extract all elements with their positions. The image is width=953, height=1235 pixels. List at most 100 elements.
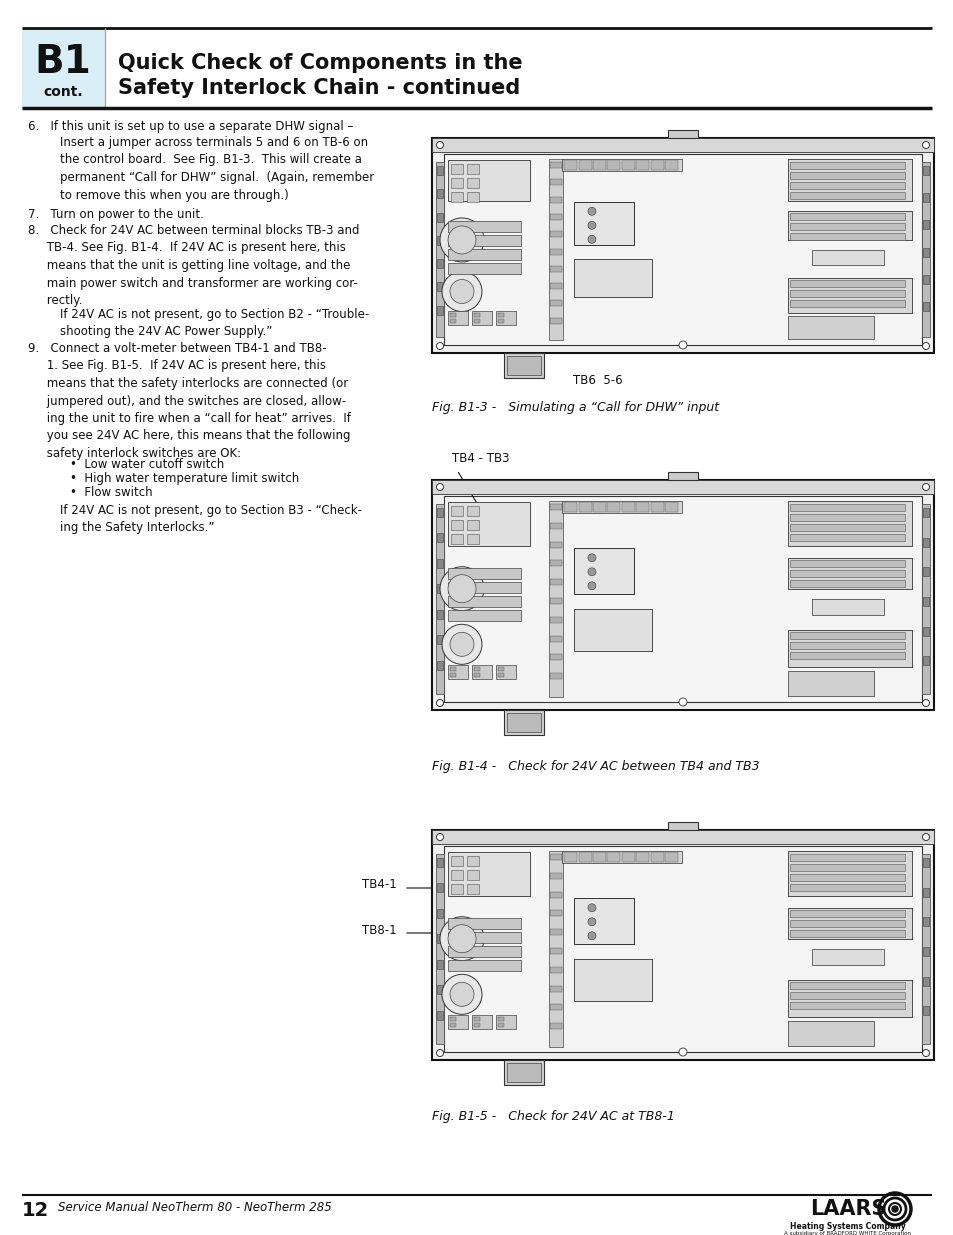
Bar <box>450 673 456 677</box>
Bar <box>451 534 462 543</box>
Bar <box>789 992 904 999</box>
Bar <box>550 598 561 604</box>
Text: Insert a jumper across terminals 5 and 6 on TB-6 on
the control board.  See Fig.: Insert a jumper across terminals 5 and 6… <box>60 136 374 201</box>
Bar <box>789 214 904 220</box>
Text: Fig. B1-3 -   Simulating a “Call for DHW” input: Fig. B1-3 - Simulating a “Call for DHW” … <box>432 401 719 414</box>
Bar <box>474 1023 479 1028</box>
Bar <box>474 1016 479 1021</box>
Bar <box>550 1024 561 1029</box>
Bar <box>436 635 442 645</box>
Bar <box>563 852 577 862</box>
Bar <box>436 853 443 1044</box>
Bar <box>448 248 520 259</box>
Bar <box>436 259 442 268</box>
Text: Fig. B1-5 -   Check for 24V AC at TB8-1: Fig. B1-5 - Check for 24V AC at TB8-1 <box>432 1110 674 1123</box>
Circle shape <box>448 925 476 952</box>
Bar <box>550 504 561 510</box>
Circle shape <box>587 553 596 562</box>
Circle shape <box>587 221 596 230</box>
Bar <box>448 263 520 274</box>
Bar <box>497 667 503 671</box>
Bar <box>550 162 561 168</box>
Bar <box>923 626 928 636</box>
Circle shape <box>922 142 928 148</box>
Bar <box>467 869 478 881</box>
Bar <box>789 191 904 199</box>
Bar <box>667 130 698 138</box>
Bar <box>923 858 928 867</box>
Bar <box>574 259 651 298</box>
Bar <box>923 656 928 666</box>
Bar <box>550 542 561 547</box>
Bar <box>789 504 904 511</box>
Bar <box>451 164 462 174</box>
Bar <box>923 508 928 517</box>
Bar <box>450 1023 456 1028</box>
Bar <box>448 946 520 957</box>
Bar <box>563 161 577 170</box>
Bar <box>451 520 462 530</box>
Bar <box>636 852 649 862</box>
Bar <box>436 559 442 568</box>
Bar <box>497 1016 503 1021</box>
Bar <box>921 162 929 337</box>
Circle shape <box>679 698 686 706</box>
Bar <box>607 161 619 170</box>
Bar <box>787 979 911 1016</box>
Bar <box>789 569 904 577</box>
Bar <box>472 311 492 325</box>
Bar <box>923 274 928 284</box>
Circle shape <box>679 341 686 350</box>
Bar <box>923 977 928 986</box>
Bar <box>443 496 921 701</box>
Bar <box>789 642 904 648</box>
Bar <box>496 664 516 679</box>
Bar <box>789 853 904 861</box>
Bar <box>550 673 561 679</box>
Bar <box>578 852 591 862</box>
Bar <box>472 1015 492 1029</box>
Bar <box>432 830 933 1060</box>
Bar <box>448 597 520 608</box>
Bar <box>650 501 663 513</box>
Bar <box>789 514 904 521</box>
Bar <box>436 1010 442 1020</box>
Bar <box>450 312 456 316</box>
Bar <box>787 316 873 340</box>
Circle shape <box>891 1207 897 1212</box>
Bar <box>467 178 478 188</box>
Bar <box>448 221 520 232</box>
Bar <box>789 162 904 169</box>
Bar <box>506 356 540 375</box>
Bar <box>789 930 904 937</box>
Circle shape <box>450 982 474 1007</box>
Circle shape <box>436 483 443 490</box>
Bar <box>550 283 561 289</box>
Bar <box>811 249 882 264</box>
Bar <box>664 852 678 862</box>
Bar <box>503 1060 543 1086</box>
Bar <box>789 864 904 871</box>
Bar <box>467 164 478 174</box>
Text: Safety Interlock Chain - continued: Safety Interlock Chain - continued <box>118 78 519 98</box>
Bar <box>789 524 904 531</box>
Bar <box>550 655 561 661</box>
Bar <box>789 172 904 179</box>
Bar <box>789 920 904 926</box>
Text: Heating Systems Company: Heating Systems Company <box>789 1221 905 1231</box>
Bar <box>574 547 633 594</box>
Bar <box>549 851 563 1047</box>
Text: If 24V AC is not present, go to Section B2 - “Trouble-
shooting the 24V AC Power: If 24V AC is not present, go to Section … <box>60 308 369 338</box>
Bar <box>550 948 561 953</box>
Bar <box>503 710 543 735</box>
Bar <box>436 661 442 669</box>
Bar <box>550 561 561 567</box>
Bar <box>636 161 649 170</box>
Bar <box>451 506 462 516</box>
Bar <box>472 664 492 679</box>
Bar <box>787 278 911 312</box>
Bar <box>578 501 591 513</box>
Bar <box>549 159 563 340</box>
Bar <box>561 851 680 863</box>
Bar <box>474 673 479 677</box>
